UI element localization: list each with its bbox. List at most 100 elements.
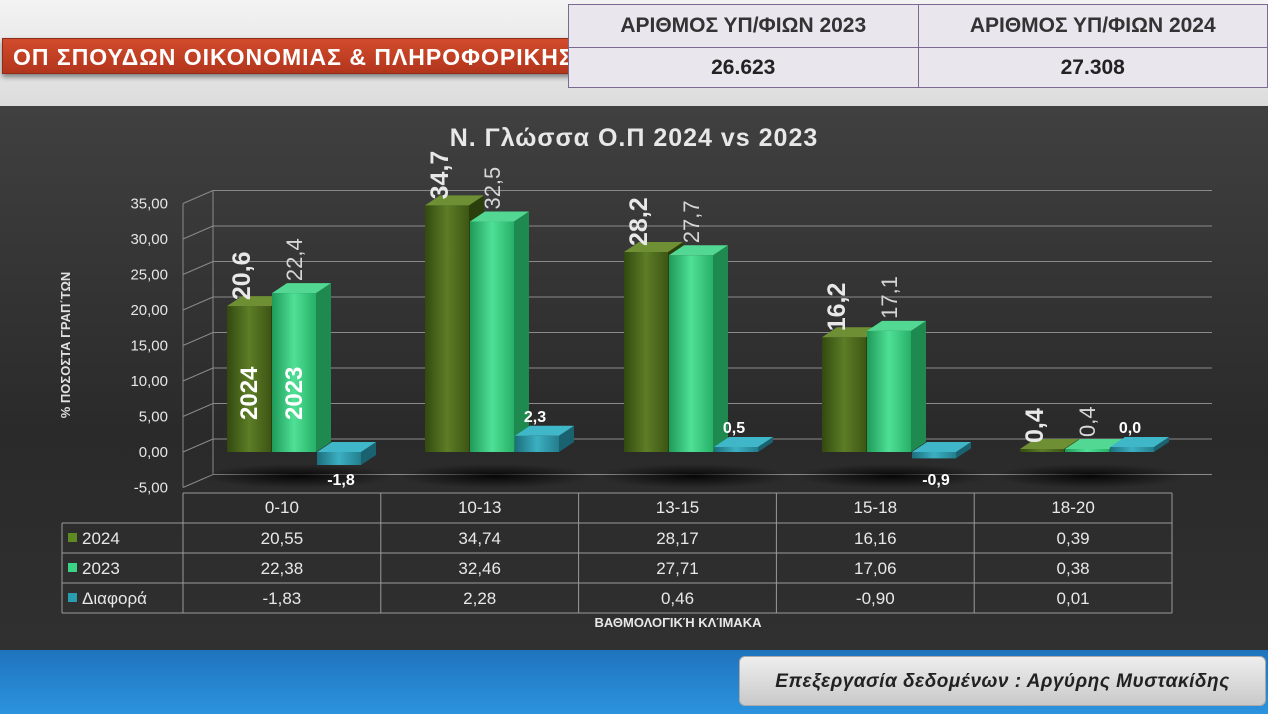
chart-data-labels: 20,6 22,4 -1,8 34,7 32,5 2,3 28,2 27,7 0,5 16,2 17… xyxy=(228,151,1141,489)
stat-label-2024: ΑΡΙΘΜΟΣ ΥΠ/ΦΙΩΝ 2024 xyxy=(917,4,1268,48)
bar-side xyxy=(514,211,529,452)
bar-shadow xyxy=(400,464,590,488)
data-label-2024: 16,2 xyxy=(823,283,851,332)
bar-front xyxy=(515,435,559,452)
table-cell: 0,38 xyxy=(1057,559,1090,578)
bar-top xyxy=(822,327,881,338)
legend-series-name: 2023 xyxy=(82,559,120,578)
table-cell: 34,74 xyxy=(458,529,501,548)
bar-Διαφορά-13-15 xyxy=(714,437,773,452)
bar-front xyxy=(1110,447,1154,452)
table-cell: 17,06 xyxy=(854,559,897,578)
bar-top xyxy=(425,195,484,206)
y-tick-label: 0,00 xyxy=(139,444,168,461)
bar-top xyxy=(272,283,331,294)
stat-label-2023: ΑΡΙΘΜΟΣ ΥΠ/ΦΙΩΝ 2023 xyxy=(568,4,919,48)
bar-top xyxy=(867,320,926,331)
legend-key xyxy=(68,533,77,542)
data-label-2024: 34,7 xyxy=(426,151,454,200)
bar-side xyxy=(956,442,971,459)
bar-front xyxy=(470,221,514,452)
bar-2023-10-13 xyxy=(470,211,529,452)
y-tick-label: 10,00 xyxy=(130,373,168,390)
bar-front xyxy=(624,251,668,452)
grid-line-diag xyxy=(182,438,214,453)
grid-line-diag xyxy=(182,367,214,382)
bar-2023-15-18 xyxy=(867,320,926,452)
bar-front xyxy=(912,452,956,459)
bar-top xyxy=(470,211,529,222)
bar-side xyxy=(911,320,926,452)
grid-line-diag xyxy=(182,261,214,275)
data-label-diff: -1,8 xyxy=(327,472,355,489)
table-cell: 28,17 xyxy=(656,529,699,548)
data-label-diff: 2,3 xyxy=(524,409,546,426)
bar-shadow xyxy=(202,464,392,488)
bar-chart: 35,00 30,00 25,00 20,00 15,00 10,00 5,00 0,00 -5… xyxy=(58,124,1212,630)
data-table: 0-10 10-13 13-15 15-18 18-20 2024 20,55 34,74 28… xyxy=(61,492,1173,614)
bar-front xyxy=(867,330,911,452)
data-label-2024: 20,6 xyxy=(228,251,256,300)
bar-front xyxy=(822,337,866,452)
chart-area: 35,00 30,00 25,00 20,00 15,00 10,00 5,00 0,00 -5… xyxy=(0,106,1268,650)
data-label-2024: 0,4 xyxy=(1021,408,1049,443)
students-count-table: ΑΡΙΘΜΟΣ ΥΠ/ΦΙΩΝ 2023 ΑΡΙΘΜΟΣ ΥΠ/ΦΙΩΝ 202… xyxy=(568,4,1268,88)
grid-line-diag xyxy=(182,296,214,311)
x-category-label: 18-20 xyxy=(1051,498,1094,517)
bar-shadow xyxy=(599,464,789,488)
bar-side xyxy=(758,437,773,452)
table-cell: 22,38 xyxy=(261,559,304,578)
y-tick-label: 5,00 xyxy=(139,409,168,426)
bar-top xyxy=(912,442,971,452)
stat-value-2024: 27.308 xyxy=(917,47,1268,88)
y-tick-label: 35,00 xyxy=(130,196,168,213)
x-category-label: 10-13 xyxy=(458,498,501,517)
table-cell: 2,28 xyxy=(463,589,496,608)
bar-side xyxy=(316,283,331,452)
grid-line-diag xyxy=(182,225,214,240)
bar-front xyxy=(1020,449,1064,452)
table-cell: -0,90 xyxy=(856,589,895,608)
legend-series-name: Διαφορά xyxy=(82,589,147,608)
legend-key xyxy=(68,593,77,602)
x-category-label: 0-10 xyxy=(265,498,299,517)
bar-shadow xyxy=(995,464,1185,488)
bar-front xyxy=(714,447,758,452)
page-title: ΟΠ ΣΠΟΥΔΩΝ ΟΙΚΟΝΟΜΙΑΣ & ΠΛΗΡΟΦΟΡΙΚΗΣ xyxy=(2,38,670,74)
bar-front xyxy=(1065,449,1109,452)
x-category-label: 13-15 xyxy=(656,498,699,517)
bar-top xyxy=(1020,439,1079,449)
y-axis-label: % ΠΟΣΟΣΤΑ ΓΡΑΠ΄ΤΩΝ xyxy=(58,272,73,419)
data-label-diff: -0,9 xyxy=(922,472,950,489)
bar-side xyxy=(361,442,376,465)
data-label-2023: 0,4 xyxy=(1075,406,1100,437)
table-cell: -1,83 xyxy=(263,589,302,608)
bar-side xyxy=(559,425,574,452)
table-cell: 32,46 xyxy=(458,559,501,578)
floor-shadows xyxy=(202,464,1185,488)
data-label-2024: 28,2 xyxy=(625,197,653,246)
credit-label: Επεξεργασία δεδομένων : Αργύρης Μυστακίδ… xyxy=(739,656,1266,706)
bar-top xyxy=(317,442,376,452)
bar-side xyxy=(1154,437,1169,452)
legend-key xyxy=(68,563,77,572)
grid-line-diag xyxy=(182,332,214,346)
in-bar-series-label: 2024 xyxy=(236,366,263,420)
chart-title: Ν. Γλώσσα Ο.Π 2024 vs 2023 xyxy=(450,124,819,152)
y-tick-label: 30,00 xyxy=(130,231,168,248)
bar-top xyxy=(669,245,728,256)
table-cell: 0,46 xyxy=(661,589,694,608)
bar-2023-13-15 xyxy=(669,245,728,452)
table-cell: 0,01 xyxy=(1057,589,1090,608)
table-cell: 27,71 xyxy=(656,559,699,578)
table-cell: 0,39 xyxy=(1057,529,1090,548)
bar-front xyxy=(272,293,316,452)
bar-top xyxy=(515,425,574,436)
table-cell: 20,55 xyxy=(261,529,304,548)
data-label-diff: 0,0 xyxy=(1119,420,1141,437)
data-label-2023: 27,7 xyxy=(679,200,704,243)
chart-bars xyxy=(227,195,1169,465)
bar-top xyxy=(714,437,773,447)
data-label-2023: 32,5 xyxy=(480,167,505,210)
grid-line-diag xyxy=(182,190,214,204)
